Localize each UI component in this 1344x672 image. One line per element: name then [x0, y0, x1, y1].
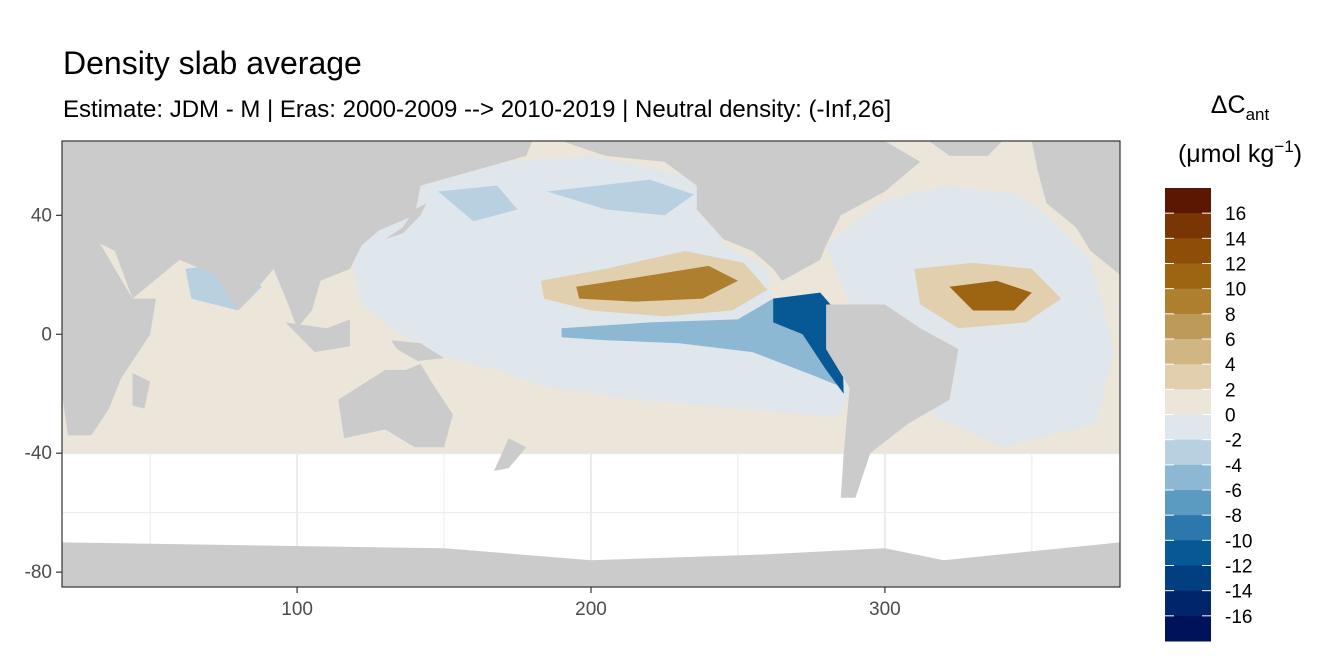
legend-swatch: [1165, 565, 1211, 592]
legend-swatch: [1165, 615, 1211, 642]
legend-title-sub: ant: [1246, 105, 1270, 124]
y-tick-label: -80: [25, 562, 52, 583]
legend-swatch: [1165, 515, 1211, 541]
legend-unit: (μmol kg: [1178, 140, 1274, 168]
land-africa: [62, 233, 156, 436]
legend-swatch: [1165, 540, 1211, 566]
legend-label: -12: [1225, 557, 1252, 578]
x-tick-label: 200: [575, 599, 607, 620]
south-pacific-positive: [546, 399, 841, 448]
land-mask: [62, 141, 1120, 587]
map-panel: [61, 140, 1121, 588]
legend-swatch: [1165, 464, 1211, 491]
legend-swatch: [1165, 288, 1211, 315]
x-tick-label: 100: [281, 599, 313, 620]
legend-swatch: [1165, 414, 1211, 441]
southern-indian-positive: [67, 328, 342, 454]
legend-swatch: [1165, 590, 1211, 617]
legend-label: 0: [1225, 406, 1236, 427]
land-new-zealand: [494, 438, 527, 471]
legend-label: 6: [1225, 330, 1236, 351]
land-greenland: [929, 141, 1003, 156]
y-tick-label: 40: [31, 205, 52, 226]
legend-label: 4: [1225, 355, 1236, 376]
peru-upwelling-minimum: [773, 292, 844, 394]
legend-label: 12: [1225, 255, 1246, 276]
land-north-america: [561, 141, 921, 281]
land-antarctica: [62, 542, 1120, 587]
legend-title-line1: ΔCant: [1211, 91, 1270, 124]
y-tick-label: -40: [25, 443, 52, 464]
x-axis: 100 200 300: [281, 587, 901, 620]
legend-label: -6: [1225, 481, 1242, 502]
land-australia: [338, 364, 453, 448]
legend-swatch: [1165, 339, 1211, 365]
legend-label: -8: [1225, 506, 1242, 527]
legend-label: 10: [1225, 280, 1246, 301]
legend-label: -16: [1225, 607, 1252, 628]
legend-label: -14: [1225, 582, 1253, 603]
north-pacific-negative-west: [438, 185, 518, 222]
legend: ΔCant (μmol kg−1) 16 14 12 10 8 6 4 2 0 -2 -4 -6 -8 -…: [1165, 91, 1302, 642]
y-tick-label: 0: [41, 324, 52, 345]
legend-swatch: [1165, 238, 1211, 264]
pacific-subtropical-max: [576, 265, 738, 302]
land-eurasia: [62, 141, 533, 329]
legend-swatch: [1165, 490, 1211, 516]
legend-label: -4: [1225, 456, 1242, 477]
legend-title-main: ΔC: [1211, 91, 1246, 119]
atlantic-subtropical-max: [949, 280, 1032, 311]
legend-swatch: [1165, 439, 1211, 466]
legend-swatch: [1165, 389, 1211, 415]
legend-label: 8: [1225, 305, 1236, 326]
legend-colorbar: [1165, 188, 1211, 642]
north-pacific-negative: [546, 179, 694, 216]
land-new-guinea: [391, 340, 445, 361]
legend-label: -2: [1225, 431, 1242, 452]
equatorial-pacific-band: [561, 292, 844, 388]
land-madagascar: [132, 372, 151, 409]
land-borneo-sumatra: [285, 319, 350, 353]
land-japan: [385, 203, 427, 240]
y-axis: 40 0 -40 -80: [25, 205, 62, 583]
chart-title: Density slab average: [63, 45, 362, 81]
legend-label: 14: [1225, 229, 1247, 250]
x-tick-label: 300: [869, 599, 901, 620]
legend-swatch: [1165, 313, 1211, 340]
legend-swatch: [1165, 188, 1211, 214]
legend-title-line2: (μmol kg−1): [1178, 137, 1302, 168]
legend-label: 2: [1225, 380, 1236, 401]
legend-unit-sup: −1: [1274, 137, 1293, 156]
legend-swatch: [1165, 213, 1211, 239]
legend-swatch: [1165, 364, 1211, 390]
land-south-america: [826, 304, 959, 498]
legend-label: -10: [1225, 531, 1252, 552]
legend-swatch: [1165, 263, 1211, 290]
legend-unit-close: ): [1294, 140, 1302, 168]
legend-labels: 16 14 12 10 8 6 4 2 0 -2 -4 -6 -8 -10 -12 -14 -16: [1225, 204, 1253, 628]
chart-subtitle: Estimate: JDM - M | Eras: 2000-2009 --> …: [63, 96, 891, 123]
legend-label: 16: [1225, 204, 1246, 225]
land-europe-atlantic-edge: [1031, 141, 1120, 275]
